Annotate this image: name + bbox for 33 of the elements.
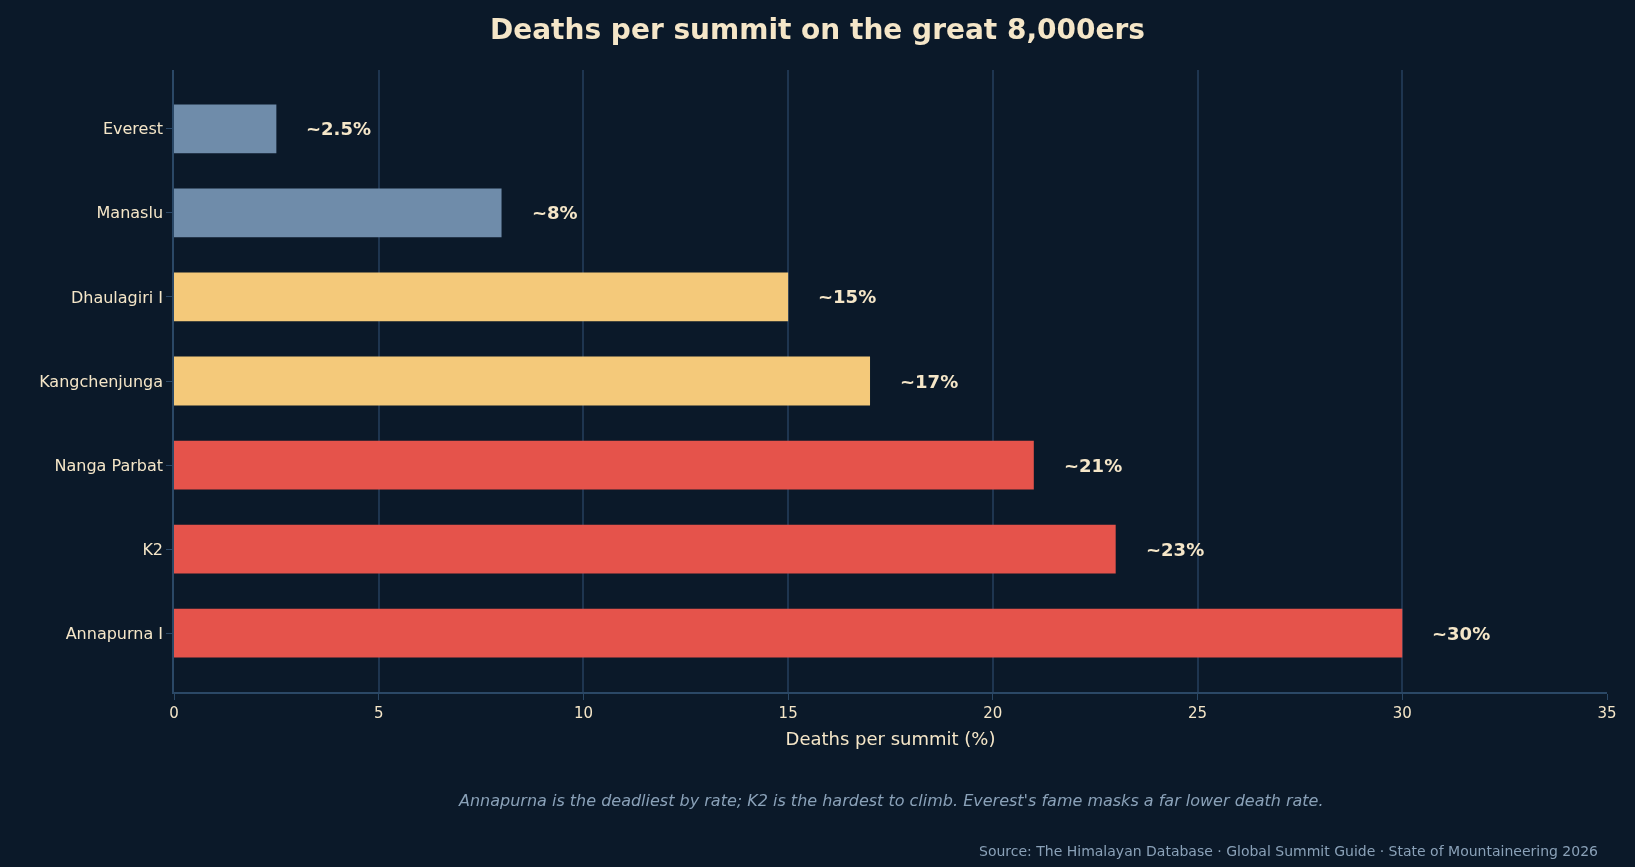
y-tick-label: Dhaulagiri I	[70, 287, 164, 307]
bar	[174, 524, 1116, 574]
data-label: ~8%	[532, 202, 578, 223]
x-tick-label: 25	[1188, 703, 1208, 722]
bar	[174, 608, 1403, 658]
bar	[174, 440, 1034, 490]
y-tick-label: K2	[142, 539, 164, 559]
x-tick-label: 5	[373, 703, 384, 722]
chart-title: Deaths per summit on the great 8,000ers	[489, 12, 1146, 46]
data-label: ~21%	[1064, 455, 1123, 476]
x-tick-label: 20	[983, 703, 1003, 722]
x-tick-label: 15	[778, 703, 798, 722]
source-note: Source: The Himalayan Database · Global Summit Guide · State of Mountaineering 2026	[979, 843, 1599, 859]
x-tick-label: 0	[169, 703, 179, 722]
y-tick-label: Nanga Parbat	[54, 455, 164, 475]
bar	[174, 272, 789, 322]
x-tick-label: 10	[573, 703, 593, 722]
data-label: ~23%	[1146, 539, 1205, 560]
bar	[174, 188, 502, 238]
data-label: ~15%	[818, 286, 877, 307]
y-tick-label: Annapurna I	[65, 623, 164, 643]
y-tick-label: Kangchenjunga	[39, 371, 164, 391]
y-tick-label: Manaslu	[96, 203, 164, 223]
y-tick-label: Everest	[102, 119, 164, 139]
x-axis-title: Deaths per summit (%)	[785, 728, 996, 750]
x-tick-label: 30	[1392, 703, 1412, 722]
bar	[174, 104, 277, 154]
data-label: ~2.5%	[306, 118, 372, 139]
x-tick-label: 35	[1597, 703, 1617, 722]
data-label: ~17%	[900, 371, 959, 392]
data-label: ~30%	[1432, 623, 1491, 644]
bar	[174, 356, 871, 406]
text: Annapurna is the deadliest by rate; K2 is the hardest to climb. Everest's fame masks a far lower death rate.	[458, 791, 1324, 810]
